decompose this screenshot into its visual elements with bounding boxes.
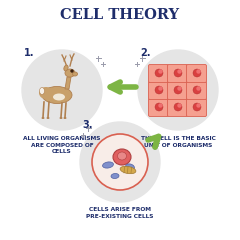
Circle shape [138,50,218,130]
Ellipse shape [47,117,49,119]
Ellipse shape [40,88,44,95]
FancyBboxPatch shape [149,82,168,100]
Circle shape [159,104,162,107]
Ellipse shape [113,149,131,165]
Circle shape [155,69,163,77]
Circle shape [178,70,181,73]
Circle shape [80,122,160,202]
Circle shape [197,104,200,107]
Circle shape [159,70,162,73]
Text: 1.: 1. [24,48,35,58]
Circle shape [71,70,73,72]
Text: 2.: 2. [140,48,150,58]
Ellipse shape [65,69,75,77]
FancyBboxPatch shape [149,65,168,83]
Circle shape [22,50,102,130]
Circle shape [159,87,162,90]
Circle shape [193,69,201,77]
Ellipse shape [53,94,65,101]
Circle shape [197,70,200,73]
Ellipse shape [120,166,136,174]
FancyBboxPatch shape [168,82,187,100]
Ellipse shape [118,152,126,160]
Ellipse shape [64,65,68,71]
FancyBboxPatch shape [186,65,206,83]
Circle shape [92,134,148,190]
Circle shape [178,104,181,107]
FancyBboxPatch shape [168,65,187,83]
Ellipse shape [39,87,53,99]
FancyBboxPatch shape [168,98,187,116]
Ellipse shape [111,174,119,179]
Text: CELL THEORY: CELL THEORY [60,8,180,22]
FancyBboxPatch shape [186,98,206,116]
Text: THE CELL IS THE BASIC
UNIT OF ORGANISMS: THE CELL IS THE BASIC UNIT OF ORGANISMS [141,136,216,148]
FancyBboxPatch shape [149,98,168,116]
Circle shape [178,87,181,90]
Ellipse shape [102,162,114,168]
Ellipse shape [64,117,66,119]
Ellipse shape [42,117,44,119]
Circle shape [193,86,201,94]
Circle shape [174,103,182,111]
Text: 3.: 3. [82,120,92,130]
FancyBboxPatch shape [186,82,206,100]
Polygon shape [65,77,71,89]
Ellipse shape [72,72,78,76]
Circle shape [155,103,163,111]
Text: CELLS ARISE FROM
PRE-EXISTING CELLS: CELLS ARISE FROM PRE-EXISTING CELLS [86,207,154,219]
Circle shape [197,87,200,90]
Ellipse shape [42,86,72,103]
Circle shape [155,86,163,94]
Text: ALL LIVING ORGANISMS
ARE COMPOSED OF
CELLS: ALL LIVING ORGANISMS ARE COMPOSED OF CEL… [23,136,101,154]
Circle shape [174,86,182,94]
Circle shape [193,103,201,111]
Ellipse shape [60,117,62,119]
Ellipse shape [126,164,134,170]
Circle shape [174,69,182,77]
